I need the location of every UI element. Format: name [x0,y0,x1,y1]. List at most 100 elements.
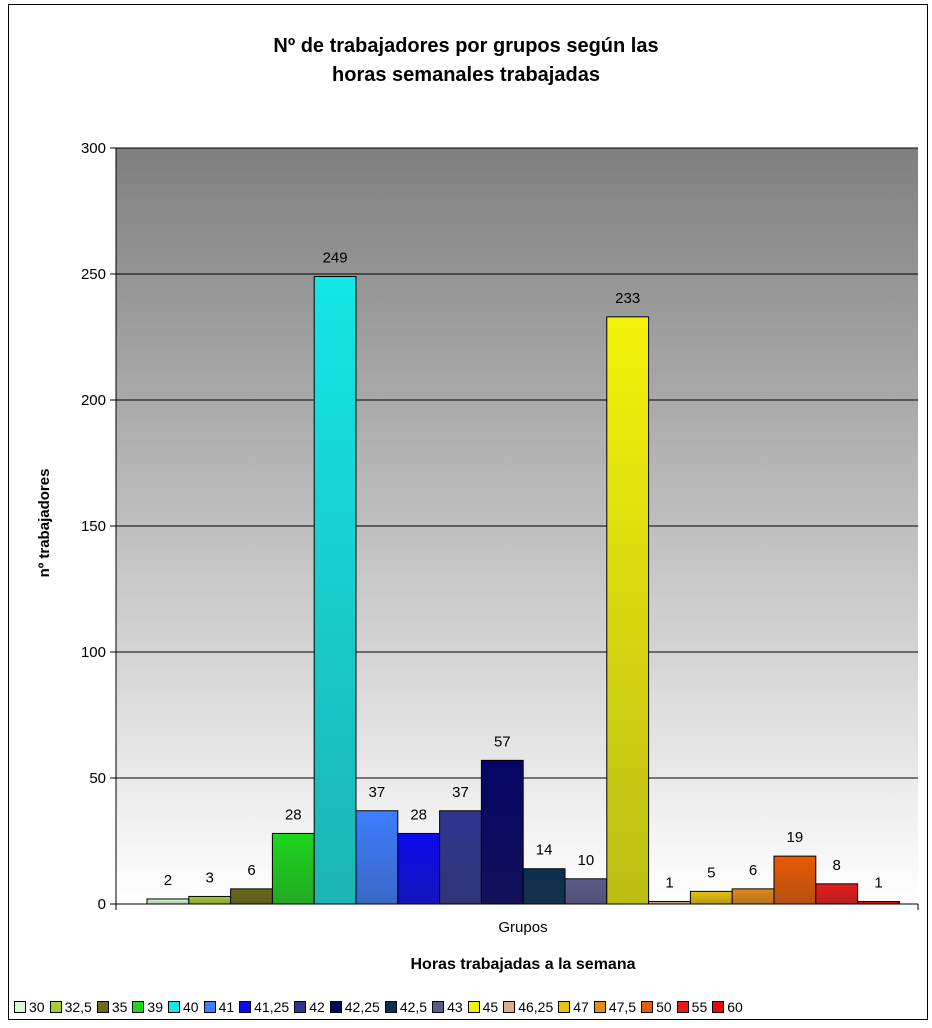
data-label: 2 [164,872,172,889]
legend-label: 39 [147,999,163,1015]
data-label: 249 [323,250,348,267]
legend-item: 35 [96,999,128,1015]
legend-label: 30 [29,999,45,1015]
bar-40 [313,276,357,905]
legend-item: 45 [467,999,499,1015]
chart-title: Nº de trabajadores por grupos según las … [0,32,932,90]
x-category-label: Grupos [498,919,547,936]
bar-55 [815,883,859,905]
data-label: 6 [247,862,255,879]
y-tick-label: 0 [98,896,106,913]
data-label: 6 [749,862,757,879]
legend-label: 41 [218,999,235,1015]
bar-41-25 [397,832,441,905]
x-axis-title: Horas trabajadas a la semana [410,956,635,973]
legend-swatch [384,1001,397,1013]
legend-swatch [167,1001,180,1013]
bar-41 [355,810,399,905]
chart-title-line-1: Nº de trabajadores por grupos según las [273,35,659,57]
bar-30 [146,898,190,905]
y-tick-label: 100 [81,644,106,661]
legend-label: 47,5 [608,999,637,1015]
legend-label: 55 [691,999,708,1015]
data-label: 19 [787,829,804,846]
data-label: 28 [285,806,302,823]
legend-item: 32,5 [49,999,92,1015]
legend-swatch [641,1001,654,1013]
chart-title-line-2: horas semanales trabajadas [332,64,600,86]
legend-swatch [203,1001,216,1013]
data-label: 1 [874,874,882,891]
legend-item: 40 [167,999,199,1015]
y-tick-label: 200 [81,392,106,409]
bar-42 [439,810,482,905]
data-label: 14 [536,842,553,859]
bar-47 [689,890,733,905]
legend-item: 42,25 [329,999,380,1015]
legend-label: 42,5 [399,999,428,1015]
bar-42-25 [480,759,524,905]
legend-label: 60 [727,999,743,1015]
data-label: 37 [452,784,469,801]
y-tick-label: 250 [81,266,106,283]
bar-35 [230,888,273,905]
legend-item: 47 [558,999,589,1015]
legend-item: 41 [203,999,235,1015]
data-label: 10 [578,852,595,869]
legend-item: 30 [14,999,45,1015]
legend-swatch [96,1001,109,1013]
legend-label: 47 [573,999,589,1015]
bar-43 [564,878,608,905]
bar-chart: 0 50 100 150 200 250 300 2 3 6 28 249 37 28 37 57 14 10 23… [36,140,919,973]
data-label: 233 [615,290,640,307]
legend-swatch [239,1001,252,1013]
legend-swatch [14,1001,26,1013]
legend-item: 60 [712,999,743,1015]
legend-label: 45 [482,999,499,1015]
data-label: 8 [833,857,841,874]
legend-label: 41,25 [254,999,290,1015]
legend-swatch [712,1001,725,1013]
legend-label: 46,25 [518,999,554,1015]
data-label: 5 [707,864,715,881]
bar-39 [271,832,315,905]
legend-swatch [676,1001,689,1013]
legend-item: 43 [432,999,463,1015]
legend-item: 46,25 [503,999,553,1015]
data-label: 3 [206,869,214,886]
legend-swatch [558,1001,571,1013]
legend-item: 42 [294,999,325,1015]
legend-item: 55 [676,999,708,1015]
y-tick-label: 150 [81,518,106,535]
bar-50 [773,855,817,905]
legend: 30 32,5 35 39 40 41 41,25 42 42,25 42,5 43 45 46,25 4… [14,994,930,1020]
data-label: 37 [369,784,386,801]
data-label: 28 [410,806,427,823]
data-label: 1 [665,874,673,891]
bar-45 [606,316,650,905]
legend-swatch [593,1001,606,1013]
y-tick-label: 300 [81,140,106,157]
legend-label: 40 [182,999,199,1015]
legend-label: 43 [447,999,463,1015]
legend-swatch [49,1001,62,1013]
bar-32-5 [188,895,232,905]
legend-swatch [503,1001,516,1013]
legend-label: 35 [111,999,128,1015]
legend-swatch [329,1001,342,1013]
legend-swatch [432,1001,445,1013]
legend-swatch [132,1001,145,1013]
data-label: 57 [494,733,511,750]
legend-label: 50 [656,999,672,1015]
y-tick-label: 50 [89,770,106,787]
legend-item: 41,25 [239,999,289,1015]
legend-item: 39 [132,999,163,1015]
legend-label: 42,25 [344,999,380,1015]
legend-label: 32,5 [64,999,92,1015]
bar-42-5 [522,868,566,905]
legend-label: 42 [309,999,325,1015]
legend-swatch [294,1001,307,1013]
legend-item: 47,5 [593,999,637,1015]
bar-47-5 [731,888,775,905]
y-axis-title: nº trabajadores [36,469,53,578]
